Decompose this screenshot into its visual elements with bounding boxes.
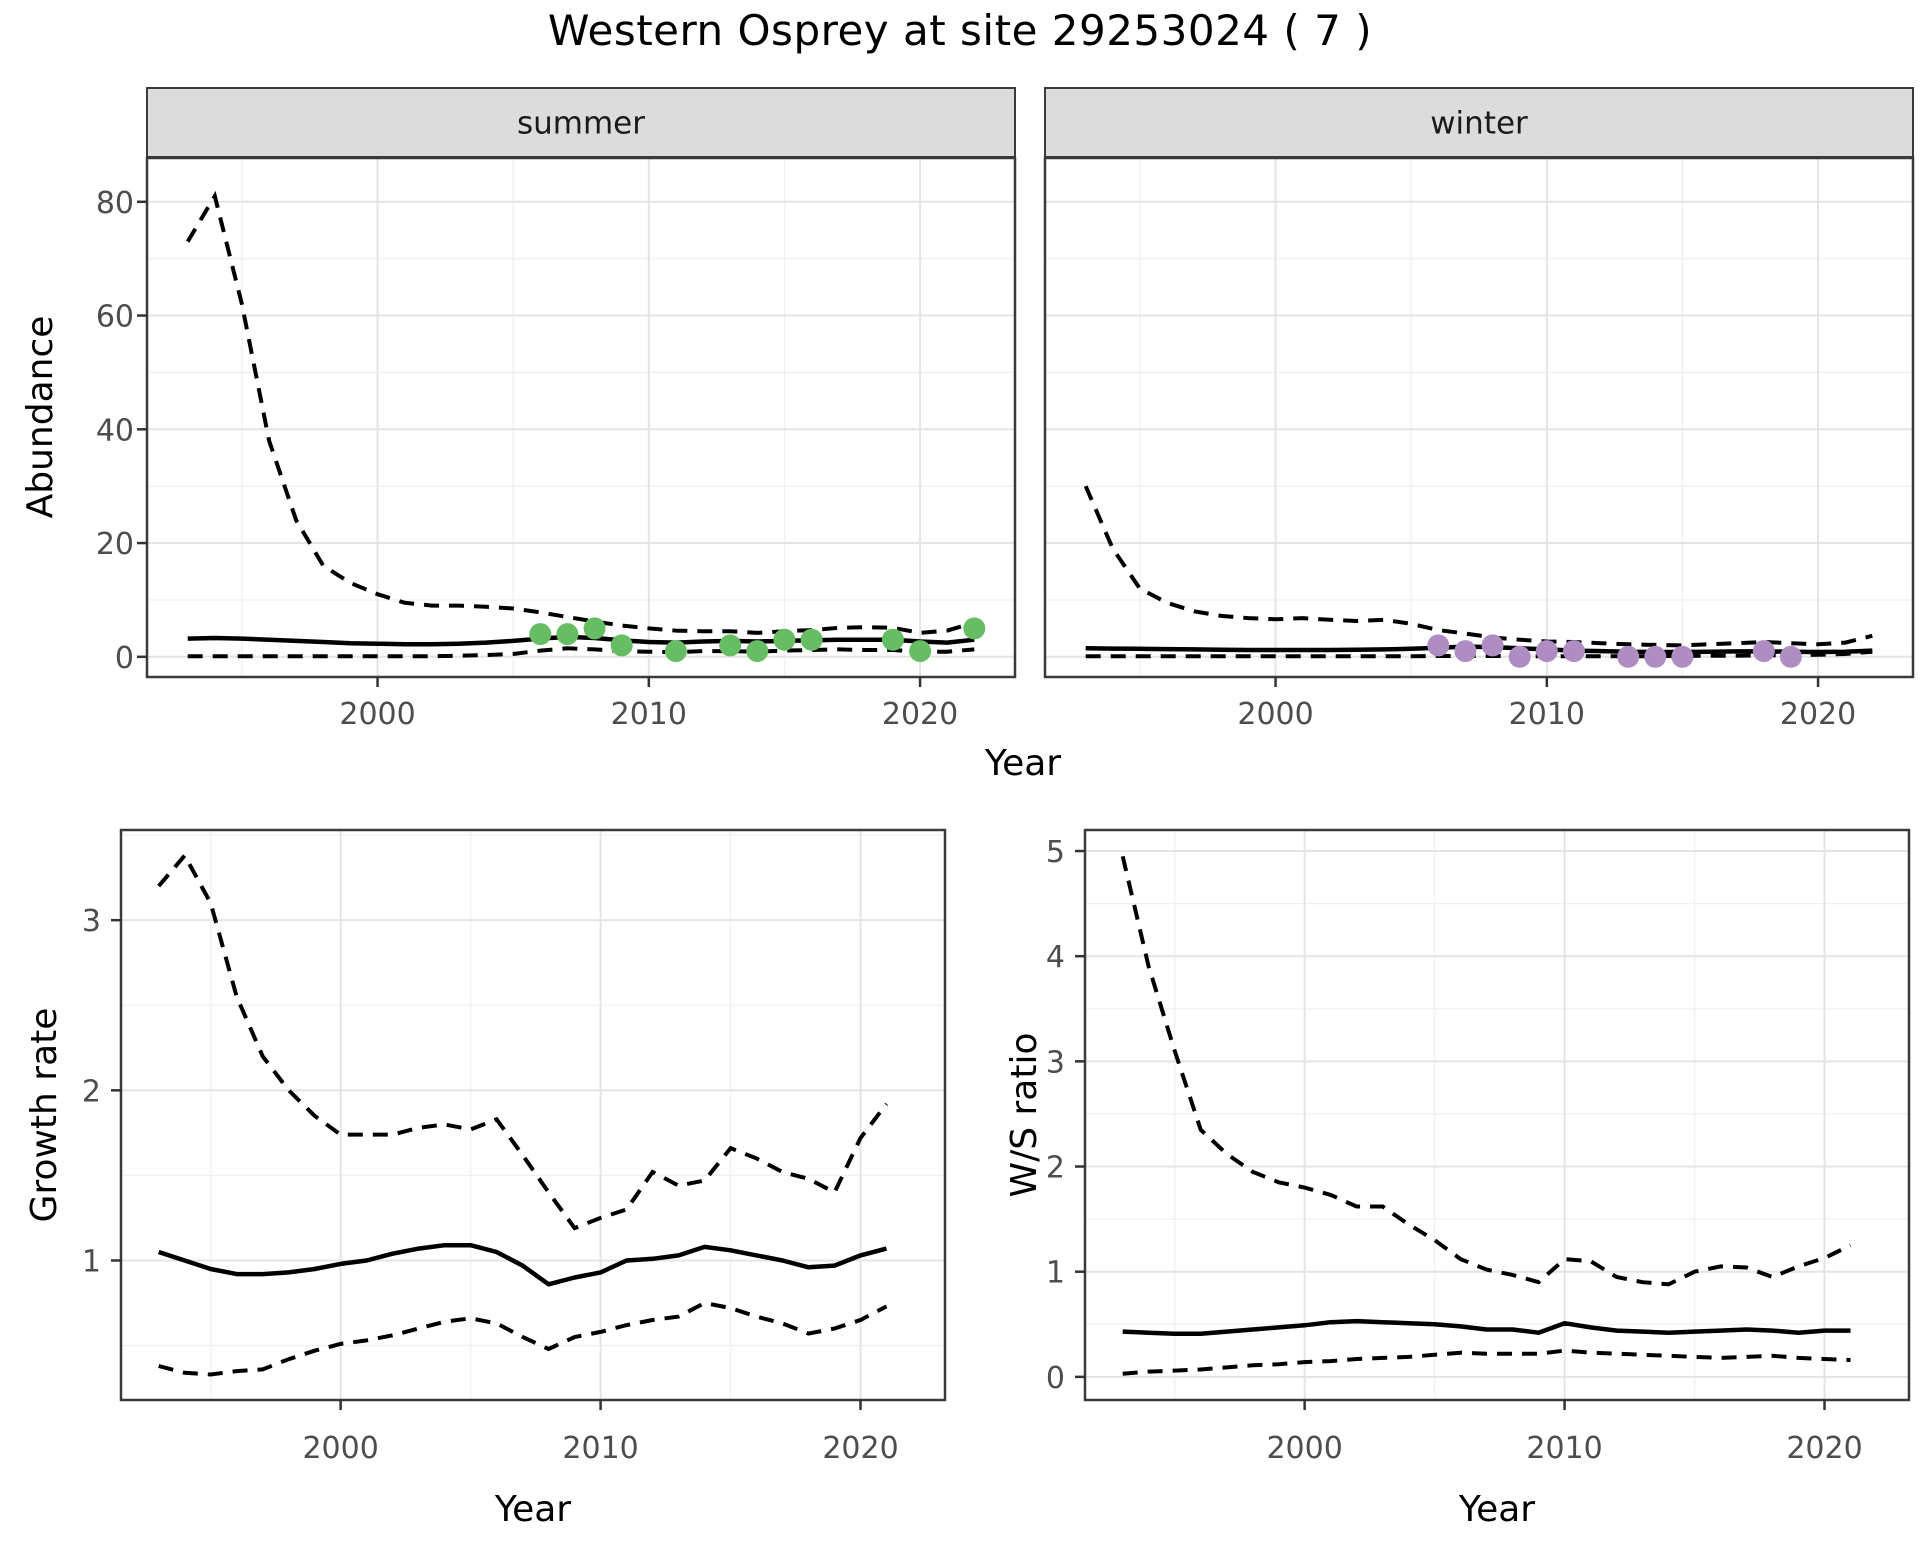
x-axis-title-ws_ratio: Year — [1458, 1489, 1535, 1530]
data-point — [583, 617, 606, 640]
x-tick-label: 2000 — [302, 1431, 378, 1466]
lower-interval-line — [158, 1300, 888, 1377]
panel-border — [1083, 828, 1911, 1402]
upper-interval-line — [1120, 855, 1852, 1287]
lower-interval-line — [1122, 1348, 1851, 1376]
panel-border — [145, 156, 1017, 679]
facet-strip-bg — [146, 87, 1016, 158]
data-point — [1508, 645, 1531, 668]
panel-border — [119, 828, 947, 1402]
y-axis-title-abundance: Abundance — [20, 316, 61, 519]
upper-interval-line — [1083, 485, 1873, 648]
panel-border — [1043, 156, 1915, 679]
y-tick-label: 5 — [1046, 835, 1065, 870]
x-tick-label: 2000 — [1237, 697, 1313, 732]
data-point — [1454, 640, 1477, 663]
median-line — [158, 1242, 888, 1287]
y-tick-label: 0 — [115, 641, 134, 676]
y-tick-label: 2 — [1046, 1151, 1065, 1186]
y-tick-label: 1 — [82, 1244, 101, 1279]
panel-ws_ratio: 2000 2010 2020 0 1 2 3 4 5 — [1046, 828, 1911, 1466]
data-point — [1481, 634, 1504, 657]
data-point — [1752, 640, 1775, 663]
facet-strip-summer: summer — [146, 87, 1016, 158]
facet-strip-winter: winter — [1044, 87, 1914, 158]
data-point — [881, 628, 904, 651]
x-tick-label: 2000 — [339, 697, 415, 732]
y-tick-label: 3 — [1046, 1045, 1065, 1080]
y-tick-label: 0 — [1046, 1361, 1065, 1396]
x-axis-title-growth_rate: Year — [494, 1489, 571, 1530]
x-tick-label: 2020 — [1786, 1431, 1862, 1466]
facet-strip-label: winter — [1430, 106, 1528, 142]
facet-strip-label: summer — [517, 106, 645, 142]
data-point — [1562, 640, 1585, 663]
y-tick-label: 20 — [96, 527, 134, 562]
y-axis-title-ws_ratio: W/S ratio — [1004, 1032, 1045, 1197]
y-tick-label: 80 — [96, 186, 134, 221]
y-axis-title-growth_rate: Growth rate — [24, 1008, 65, 1223]
x-axis-title-abundance: Year — [984, 743, 1061, 784]
data-point — [664, 640, 687, 663]
x-tick-label: 2010 — [611, 697, 687, 732]
median-line — [187, 634, 975, 647]
chart-title: Western Osprey at site 29253024 ( 7 ) — [547, 6, 1373, 55]
x-tick-label: 2010 — [562, 1431, 638, 1466]
lower-interval-line — [187, 646, 975, 659]
data-point — [746, 640, 769, 663]
data-point — [1779, 645, 1802, 668]
data-point — [1671, 645, 1694, 668]
data-point — [610, 634, 633, 657]
panel-growth_rate: 2000 2010 2020 1 2 3 — [82, 828, 947, 1466]
y-tick-label: 40 — [96, 413, 134, 448]
y-tick-label: 2 — [82, 1074, 101, 1109]
x-tick-label: 2020 — [822, 1431, 898, 1466]
upper-interval-line — [185, 190, 975, 635]
data-point — [719, 634, 742, 657]
y-tick-label: 1 — [1046, 1256, 1065, 1291]
data-point — [1644, 645, 1667, 668]
data-point — [963, 617, 986, 640]
data-point — [556, 623, 579, 646]
x-tick-label: 2020 — [882, 697, 958, 732]
x-tick-label: 2020 — [1780, 697, 1856, 732]
y-tick-label: 60 — [96, 300, 134, 335]
x-tick-label: 2000 — [1266, 1431, 1342, 1466]
lower-interval-line — [1085, 649, 1873, 659]
data-point — [773, 628, 796, 651]
facet-strip-bg — [1044, 87, 1914, 158]
panel-abundance-summer: 2000 2010 2020 0 20 40 60 80 — [96, 156, 1017, 732]
data-point — [909, 640, 932, 663]
data-point — [1535, 640, 1558, 663]
panel-abundance-winter: 2000 2010 2020 — [1043, 156, 1915, 732]
data-point — [529, 623, 552, 646]
y-tick-label: 4 — [1046, 940, 1065, 975]
y-tick-label: 3 — [82, 904, 101, 939]
data-point — [1617, 645, 1640, 668]
data-point — [1427, 634, 1450, 657]
upper-interval-line — [157, 851, 889, 1231]
median-line — [1122, 1318, 1851, 1336]
x-tick-label: 2010 — [1526, 1431, 1602, 1466]
x-tick-label: 2010 — [1509, 697, 1585, 732]
median-line — [1085, 644, 1873, 655]
data-point — [800, 628, 823, 651]
